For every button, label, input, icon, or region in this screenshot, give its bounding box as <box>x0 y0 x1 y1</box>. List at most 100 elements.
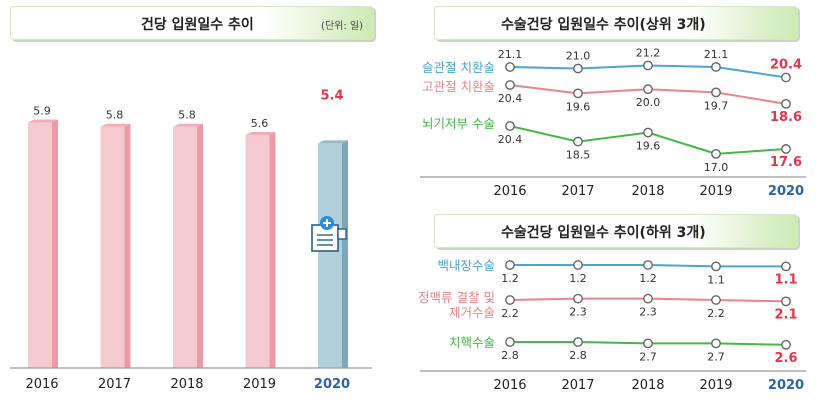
bottom3-value-label-1-2016: 2.2 <box>501 307 519 320</box>
top3-point-2-2018 <box>643 127 653 138</box>
bottom3-point-1-2018 <box>643 293 653 304</box>
bar-2018 <box>173 126 197 368</box>
bottom3-value-label-0-2018: 1.2 <box>639 272 657 285</box>
top3-legend-0: 슬관절 치환술 <box>422 60 495 75</box>
bar-2016 <box>28 122 52 368</box>
top3-legend-1: 고관절 치환술 <box>422 79 495 94</box>
top3-point-2-2016 <box>505 121 515 131</box>
bottom3-point-1-2017 <box>573 293 583 304</box>
top3-value-label-0-2017: 21.0 <box>566 50 591 63</box>
bar-x-tick-2016: 2016 <box>25 377 58 392</box>
bottom3-x-tick-2018: 2018 <box>631 378 664 393</box>
bottom3-point-2-2016 <box>505 337 515 347</box>
bar-side-2016 <box>52 119 58 368</box>
bar-chart-title-banner: 건당 입원일수 추이 (단위: 일) <box>10 6 374 40</box>
bottom3-x-tick-2019: 2019 <box>699 378 732 393</box>
top3-point-0-2019 <box>711 62 721 72</box>
bar-x-tick-2019: 2019 <box>243 377 276 392</box>
bar-value-label-2018: 5.8 <box>178 109 196 122</box>
top3-x-tick-2017: 2017 <box>561 184 594 199</box>
top3-value-label-0-2018: 21.2 <box>636 47 661 60</box>
bottom3-value-label-1-2018: 2.3 <box>639 306 657 319</box>
top3-value-label-1-2018: 20.0 <box>636 96 661 109</box>
bar-side-2018 <box>197 123 203 368</box>
top3-x-tick-2020: 2020 <box>768 184 804 199</box>
top3-value-label-1-2020: 18.6 <box>770 110 802 125</box>
bottom3-point-0-2020 <box>781 261 791 272</box>
top3-value-label-2-2016: 20.4 <box>498 133 523 146</box>
bottom3-point-0-2017 <box>573 260 583 270</box>
bar-chart: 5.9 5.8 5.8 5.6 5.4 2016 2017 2018 2019 2020 <box>10 88 372 392</box>
top3-point-2-2020 <box>781 144 791 154</box>
top3-x-tick-2019: 2019 <box>699 184 732 199</box>
top3-point-0-2020 <box>781 72 791 83</box>
bottom3-value-label-1-2017: 2.3 <box>569 306 587 319</box>
bar-2020 <box>318 143 342 368</box>
bottom3-line-chart: 1.2 1.2 1.2 1.1 1.1 백내장수술 2.2 2.3 2.3 2.2 2.1 정맥류 결… <box>418 258 806 393</box>
bottom3-point-0-2019 <box>711 261 721 272</box>
bottom3-point-0-2016 <box>505 260 515 270</box>
bottom3-chart-title: 수술건당 입원일수 추이(하위 3개) <box>501 225 706 241</box>
bar-x-tick-2017: 2017 <box>98 377 131 392</box>
bar-value-label-2019: 5.6 <box>251 117 269 130</box>
bottom3-value-label-2-2017: 2.8 <box>569 349 587 362</box>
bar-top-2017 <box>100 123 131 127</box>
top3-x-tick-2016: 2016 <box>493 184 526 199</box>
bar-x-tick-2020: 2020 <box>314 377 350 392</box>
top3-value-label-2-2017: 18.5 <box>566 149 591 162</box>
bar-value-label-2016: 5.9 <box>33 105 51 118</box>
top3-legend-2: 뇌기저부 수술 <box>422 116 495 131</box>
bottom3-legend-1-line1: 제거수술 <box>449 305 495 320</box>
bottom3-point-2-2019 <box>711 338 721 349</box>
bar-value-label-2017: 5.8 <box>106 109 124 122</box>
top3-point-1-2017 <box>573 88 583 99</box>
bar-top-2020 <box>318 140 348 144</box>
bottom3-value-label-2-2018: 2.7 <box>639 350 657 363</box>
bottom3-value-label-1-2020: 2.1 <box>774 307 797 322</box>
top3-value-label-0-2020: 20.4 <box>770 58 802 73</box>
top3-point-2-2019 <box>711 148 721 159</box>
top3-point-0-2017 <box>573 63 583 74</box>
top3-x-tick-2018: 2018 <box>631 184 664 199</box>
top3-point-0-2018 <box>643 60 653 71</box>
bottom3-point-0-2018 <box>643 260 653 270</box>
top3-value-label-2-2020: 17.6 <box>770 155 802 170</box>
bottom3-value-label-2-2020: 2.6 <box>774 351 797 366</box>
bottom3-point-2-2017 <box>573 337 583 347</box>
bottom3-point-2-2018 <box>643 338 653 349</box>
top3-point-0-2016 <box>505 62 515 72</box>
bottom3-value-label-0-2020: 1.1 <box>774 272 797 287</box>
bottom3-point-1-2020 <box>781 296 791 307</box>
top3-line-chart: 21.1 21.0 21.2 21.1 20.4 슬관절 치환술 20.4 19.6 20.0 1… <box>420 47 806 199</box>
top3-value-label-0-2016: 21.1 <box>498 48 523 61</box>
top3-point-1-2018 <box>643 84 653 95</box>
hospital-icon <box>311 216 347 252</box>
bar-2019 <box>245 135 270 368</box>
top3-point-1-2020 <box>781 99 791 109</box>
bar-side-2020 <box>342 140 348 368</box>
top3-point-2-2017 <box>573 136 583 147</box>
bottom3-legend-2: 치핵수술 <box>449 335 495 350</box>
bar-top-2018 <box>173 123 203 127</box>
top3-value-label-1-2017: 19.6 <box>566 100 591 113</box>
bottom3-value-label-0-2017: 1.2 <box>569 272 587 285</box>
bottom3-point-1-2019 <box>711 295 721 305</box>
bar-chart-title: 건당 입원일수 추이 <box>141 17 254 33</box>
top3-value-label-0-2019: 21.1 <box>704 48 729 61</box>
bottom3-point-1-2016 <box>505 295 515 305</box>
bar-chart-unit: (단위: 일) <box>321 21 363 32</box>
top3-point-1-2019 <box>711 87 721 98</box>
top3-title-banner: 수술건당 입원일수 추이(상위 3개) <box>434 6 798 40</box>
bottom3-value-label-1-2019: 2.2 <box>707 307 725 320</box>
bar-2017 <box>100 126 125 368</box>
bar-value-label-2020: 5.4 <box>320 88 343 103</box>
bottom3-value-label-2-2016: 2.8 <box>501 349 519 362</box>
bottom3-x-tick-2020: 2020 <box>768 378 804 393</box>
bottom3-title-banner: 수술건당 입원일수 추이(하위 3개) <box>434 214 798 248</box>
bottom3-x-tick-2016: 2016 <box>493 378 526 393</box>
top3-value-label-2-2018: 19.6 <box>636 140 661 153</box>
top3-chart-title: 수술건당 입원일수 추이(상위 3개) <box>501 17 706 33</box>
bar-side-2017 <box>124 123 131 368</box>
top3-point-1-2016 <box>505 80 515 90</box>
bottom3-legend-0: 백내장수술 <box>437 258 495 273</box>
